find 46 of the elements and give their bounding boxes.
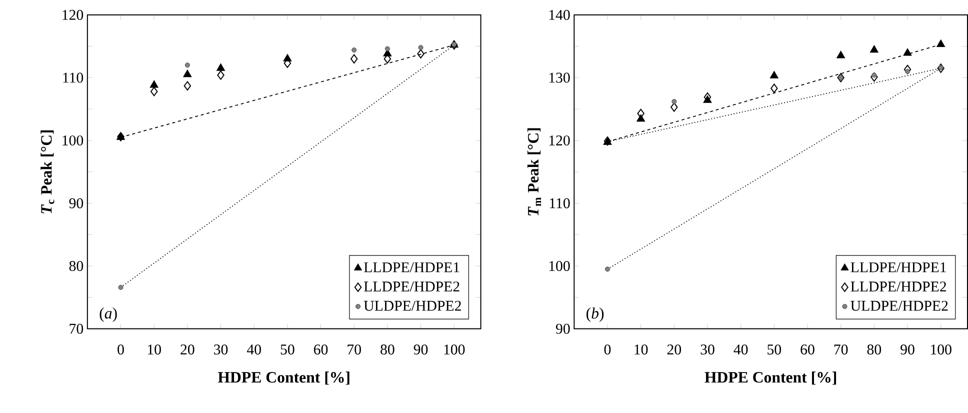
x-tick-label: 100 bbox=[931, 344, 952, 354]
x-tick-label: 20 bbox=[180, 344, 194, 354]
x-tick-label: 60 bbox=[800, 344, 814, 354]
y-tick-label: 90 bbox=[556, 324, 570, 334]
x-tick-label: 50 bbox=[768, 344, 782, 354]
x-tick-label: 30 bbox=[700, 344, 714, 354]
legend-label: LLDPE/HDPE1 bbox=[364, 262, 460, 272]
y-axis-title: T$_{c}$ Peak [°C] bbox=[40, 130, 54, 214]
x-tick-label: 70 bbox=[348, 344, 361, 354]
y-tick-label: 100 bbox=[62, 135, 84, 146]
x-tick-label: 20 bbox=[667, 344, 682, 354]
y-tick-label: 80 bbox=[69, 260, 84, 271]
x-tick-label: 90 bbox=[414, 344, 428, 354]
x-tick-label: 0 bbox=[118, 344, 124, 354]
y-tick-label: 70 bbox=[70, 324, 84, 334]
y-axis-title: T$_{m}$ Peak [°C] bbox=[527, 128, 541, 216]
annotation: (a) bbox=[100, 307, 117, 322]
annotation: (b) bbox=[586, 307, 604, 322]
y-tick-label: 140 bbox=[549, 10, 570, 20]
legend-label: ULDPE/HDPE2 bbox=[850, 300, 948, 311]
x-tick-label: 40 bbox=[734, 344, 748, 354]
x-tick-label: 10 bbox=[148, 344, 161, 354]
y-tick-label: 120 bbox=[62, 10, 84, 20]
y-tick-label: 90 bbox=[69, 198, 84, 208]
legend-label: LLDPE/HDPE2 bbox=[850, 281, 946, 292]
x-axis-title: HDPE Content [%] bbox=[704, 371, 836, 385]
x-tick-label: 30 bbox=[214, 344, 228, 354]
x-tick-label: 90 bbox=[900, 344, 914, 354]
x-tick-label: 50 bbox=[280, 344, 294, 354]
y-tick-label: 110 bbox=[63, 72, 84, 83]
x-tick-label: 70 bbox=[834, 344, 848, 354]
x-axis-title: HDPE Content [%] bbox=[218, 371, 350, 385]
x-tick-label: 10 bbox=[634, 344, 648, 354]
legend-label: ULDPE/HDPE2 bbox=[364, 300, 461, 311]
legend-label: LLDPE/HDPE2 bbox=[364, 281, 460, 292]
x-tick-label: 0 bbox=[604, 344, 611, 354]
y-tick-label: 130 bbox=[549, 72, 570, 83]
x-tick-label: 40 bbox=[246, 344, 261, 354]
x-tick-label: 80 bbox=[867, 344, 882, 354]
y-tick-label: 110 bbox=[550, 198, 570, 208]
legend-label: LLDPE/HDPE1 bbox=[850, 262, 946, 272]
x-tick-label: 80 bbox=[380, 344, 394, 354]
x-tick-label: 60 bbox=[314, 344, 328, 354]
y-tick-label: 100 bbox=[549, 260, 570, 271]
x-tick-label: 100 bbox=[444, 344, 465, 354]
y-tick-label: 120 bbox=[549, 135, 570, 146]
